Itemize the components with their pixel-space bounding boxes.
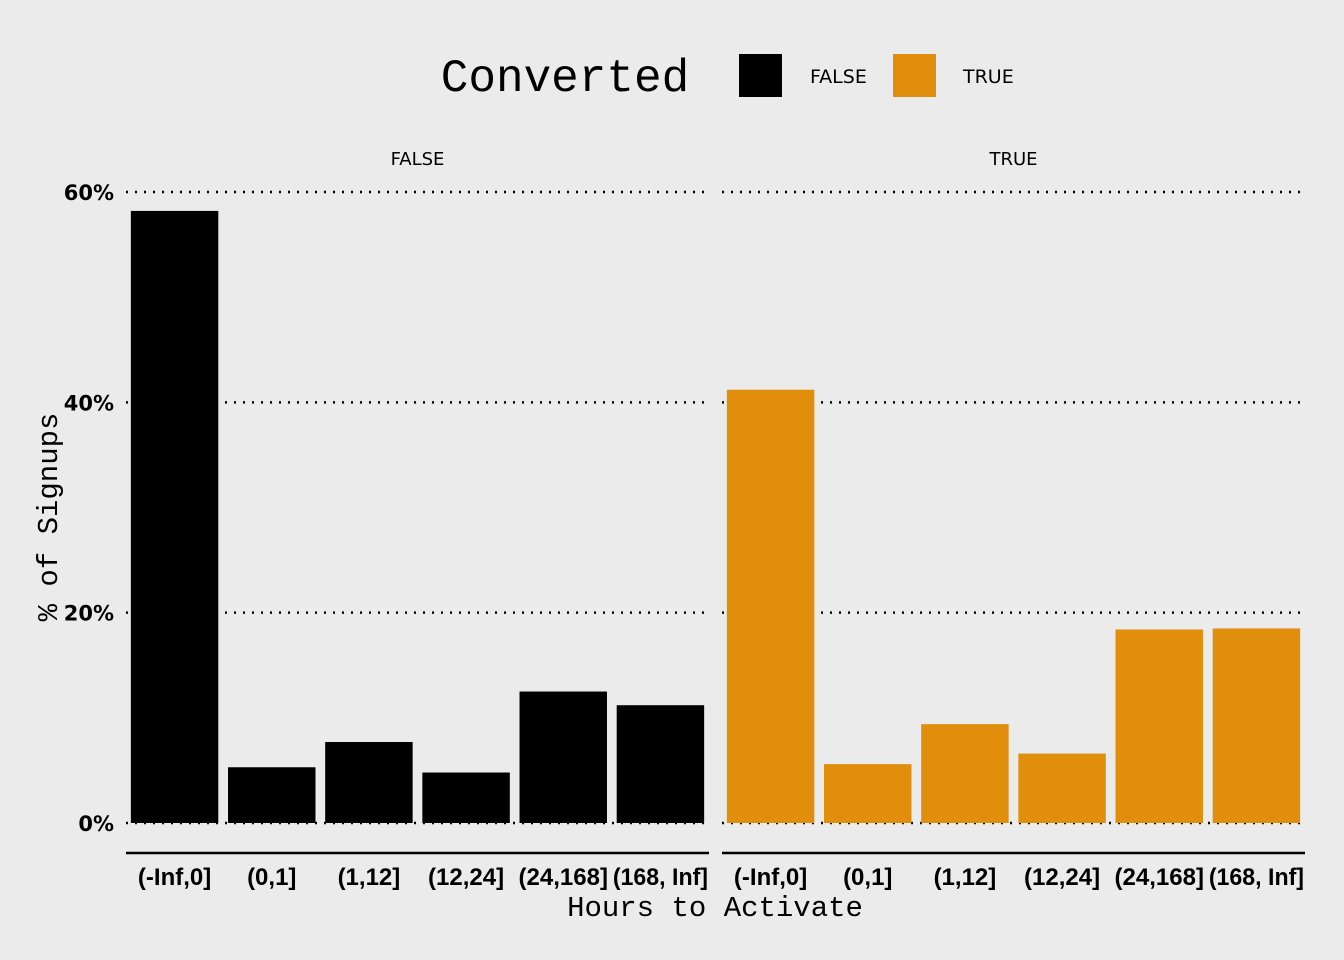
y-tick-label: 20% (64, 602, 114, 626)
bar (1018, 753, 1106, 823)
x-axis-title: Hours to Activate (567, 892, 863, 925)
bar (824, 764, 912, 823)
x-tick-label: (0,1] (247, 864, 296, 891)
facet-strip-label: TRUE (988, 149, 1037, 170)
y-axis: 0% 20% 40% 60% (64, 181, 114, 836)
legend: Converted FALSE TRUE (441, 53, 1014, 105)
x-tick-label: (1,12] (338, 864, 401, 891)
facet-panels: FALSE(-Inf,0] (0,1] (1,12] (12,24] (24,168](… (126, 149, 1305, 891)
x-tick-label: (0,1] (843, 864, 892, 891)
x-tick-label: (24,168] (1115, 864, 1204, 891)
bar (325, 742, 413, 823)
y-tick-label: 0% (78, 812, 114, 836)
legend-title: Converted (441, 53, 689, 105)
y-axis-title: % of Signups (33, 413, 66, 622)
y-tick-label: 40% (64, 391, 114, 415)
x-tick-label: (24,168] (519, 864, 608, 891)
legend-label-false: FALSE (810, 66, 867, 88)
legend-label-true: TRUE (962, 66, 1014, 88)
facet-panel-false: FALSE (-Inf,0] (0,1] (1,12] (12,24] (24,168](… (126, 149, 709, 891)
bar (921, 724, 1009, 823)
facet-strip-label: FALSE (391, 149, 445, 170)
legend-swatch-false (739, 54, 782, 97)
y-tick-label: 60% (64, 181, 114, 205)
bar (422, 772, 510, 823)
bar (726, 389, 815, 823)
bar (130, 210, 219, 823)
bar (1212, 628, 1301, 823)
x-tick-label: (168, Inf] (613, 864, 708, 891)
x-tick-label: (-Inf,0] (138, 864, 211, 891)
x-tick-label: (12,24] (1024, 864, 1100, 891)
facet-panel-true: TRUE (-Inf,0] (0,1] (1,12] (12,24] (24,168] (1… (722, 149, 1305, 891)
x-tick-label: (-Inf,0] (734, 864, 807, 891)
bar (616, 705, 705, 823)
bar (519, 691, 607, 823)
legend-swatch-true (893, 54, 936, 97)
x-tick-label: (1,12] (934, 864, 997, 891)
x-tick-label: (12,24] (428, 864, 504, 891)
bar (1115, 629, 1203, 823)
bar (228, 767, 316, 823)
x-tick-label: (168, Inf] (1209, 864, 1304, 891)
